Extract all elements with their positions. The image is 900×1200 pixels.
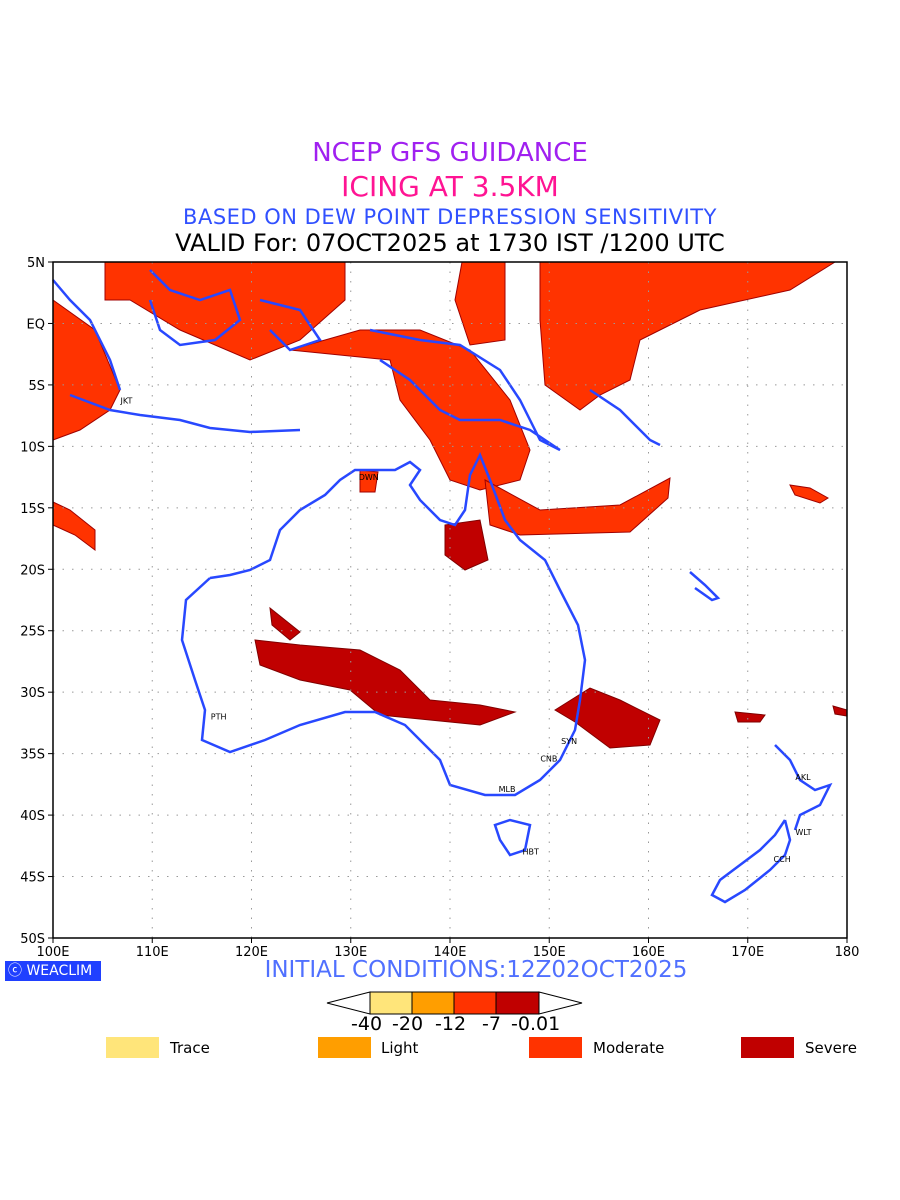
city-label-pth: PTH <box>211 713 227 722</box>
lon-tick-label: 110E <box>136 945 169 960</box>
legend-label-trace: Trace <box>170 1039 210 1057</box>
coastline-java <box>69 393 301 434</box>
icing-area-moderate <box>789 484 829 504</box>
coastline-australia <box>180 451 587 797</box>
colorbar-label: -12 <box>435 1013 467 1035</box>
lat-tick-label: 10S <box>20 440 45 455</box>
lon-tick-label: 180 <box>835 945 860 960</box>
colorbar-label: -40 <box>351 1013 383 1035</box>
icing-area-moderate <box>539 261 837 411</box>
icing-area-moderate <box>359 469 379 493</box>
legend-swatch-trace <box>106 1037 159 1058</box>
city-label-hbt: HBT <box>522 848 539 857</box>
lat-tick-label: 35S <box>20 748 45 763</box>
lat-tick-label: 30S <box>20 686 45 701</box>
legend-swatch-light <box>318 1037 371 1058</box>
lon-tick-label: 160E <box>632 945 665 960</box>
city-label-cnb: CNB <box>540 754 557 763</box>
title-method: BASED ON DEW POINT DEPRESSION SENSITIVIT… <box>183 205 717 229</box>
icing-area-severe <box>734 711 766 723</box>
icing-area-severe <box>832 705 848 717</box>
city-labels: JKT DWN PTH SYN CNB MLB HBT AKL WLT CCH <box>119 397 811 864</box>
lon-tick-label: 170E <box>731 945 764 960</box>
colorbar-label: -7 <box>482 1013 501 1035</box>
legend-swatch-severe <box>741 1037 794 1058</box>
colorbar-left-arrow <box>326 991 371 1015</box>
coastline-new-caledonia <box>689 571 721 602</box>
lat-tick-label: 20S <box>20 563 45 578</box>
coastline-new-guinea <box>369 328 561 452</box>
colorbar-trace <box>369 991 413 1015</box>
legend-label-severe: Severe <box>805 1039 857 1057</box>
title-model: NCEP GFS GUIDANCE <box>312 138 588 168</box>
coastlines <box>52 269 833 904</box>
city-label-dwn: DWN <box>359 473 379 482</box>
coastline-sumatra <box>52 279 122 391</box>
icing-area-severe <box>554 687 661 749</box>
lat-tick-label: 45S <box>20 871 45 886</box>
lat-tick-label: 50S <box>20 932 45 947</box>
icing-area-moderate <box>484 477 671 536</box>
coastline-nz-south <box>710 819 792 904</box>
legend-label-light: Light <box>381 1039 419 1057</box>
legend-swatch-moderate <box>529 1037 582 1058</box>
colorbar <box>326 991 583 1015</box>
lat-tick-label: 25S <box>20 625 45 640</box>
city-label-jkt: JKT <box>119 397 132 406</box>
weaclim-logo: ⓒ WEACLIM <box>5 961 101 981</box>
icing-area-moderate <box>52 299 121 441</box>
lon-tick-label: 100E <box>36 945 69 960</box>
lat-tick-label: 40S <box>20 809 45 824</box>
coastline-sulawesi <box>259 298 322 352</box>
initial-conditions-label: INITIAL CONDITIONS:12Z02OCT2025 <box>264 957 688 983</box>
lon-tick-label: 130E <box>334 945 367 960</box>
colorbar-label: -0.01 <box>511 1013 561 1035</box>
city-label-akl: AKL <box>795 773 811 782</box>
city-label-wlt: WLT <box>795 828 811 837</box>
colorbar-moderate <box>453 991 497 1015</box>
city-label-syn: SYN <box>561 737 577 746</box>
legend-label-moderate: Moderate <box>593 1039 665 1057</box>
icing-areas <box>52 261 848 749</box>
lon-tick-label: 140E <box>433 945 466 960</box>
icing-area-severe <box>269 606 301 641</box>
coastline-solomons <box>589 388 661 447</box>
colorbar-severe <box>495 991 540 1015</box>
lat-tick-label: 15S <box>20 502 45 517</box>
icing-area-moderate <box>454 261 506 346</box>
icing-area-severe <box>444 519 489 571</box>
city-label-mlb: MLB <box>499 785 516 794</box>
coastline-nz-north <box>774 744 833 831</box>
colorbar-label: -20 <box>392 1013 424 1035</box>
lon-tick-label: 150E <box>533 945 566 960</box>
coastline-borneo <box>148 269 242 347</box>
city-label-cch: CCH <box>774 855 791 864</box>
lat-tick-label: 5N <box>27 256 45 271</box>
title-valid-time: VALID For: 07OCT2025 at 1730 IST /1200 U… <box>175 229 725 257</box>
title-product: ICING AT 3.5KM <box>341 170 559 203</box>
colorbar-right-arrow <box>538 991 583 1015</box>
colorbar-light <box>411 991 455 1015</box>
icing-area-severe <box>254 639 517 726</box>
icing-area-moderate <box>289 329 531 491</box>
coastline-tasmania <box>493 818 532 857</box>
lat-tick-label: 5S <box>28 379 45 394</box>
lon-tick-label: 120E <box>235 945 268 960</box>
lat-tick-label: EQ <box>27 317 45 332</box>
icing-area-moderate <box>52 501 96 551</box>
